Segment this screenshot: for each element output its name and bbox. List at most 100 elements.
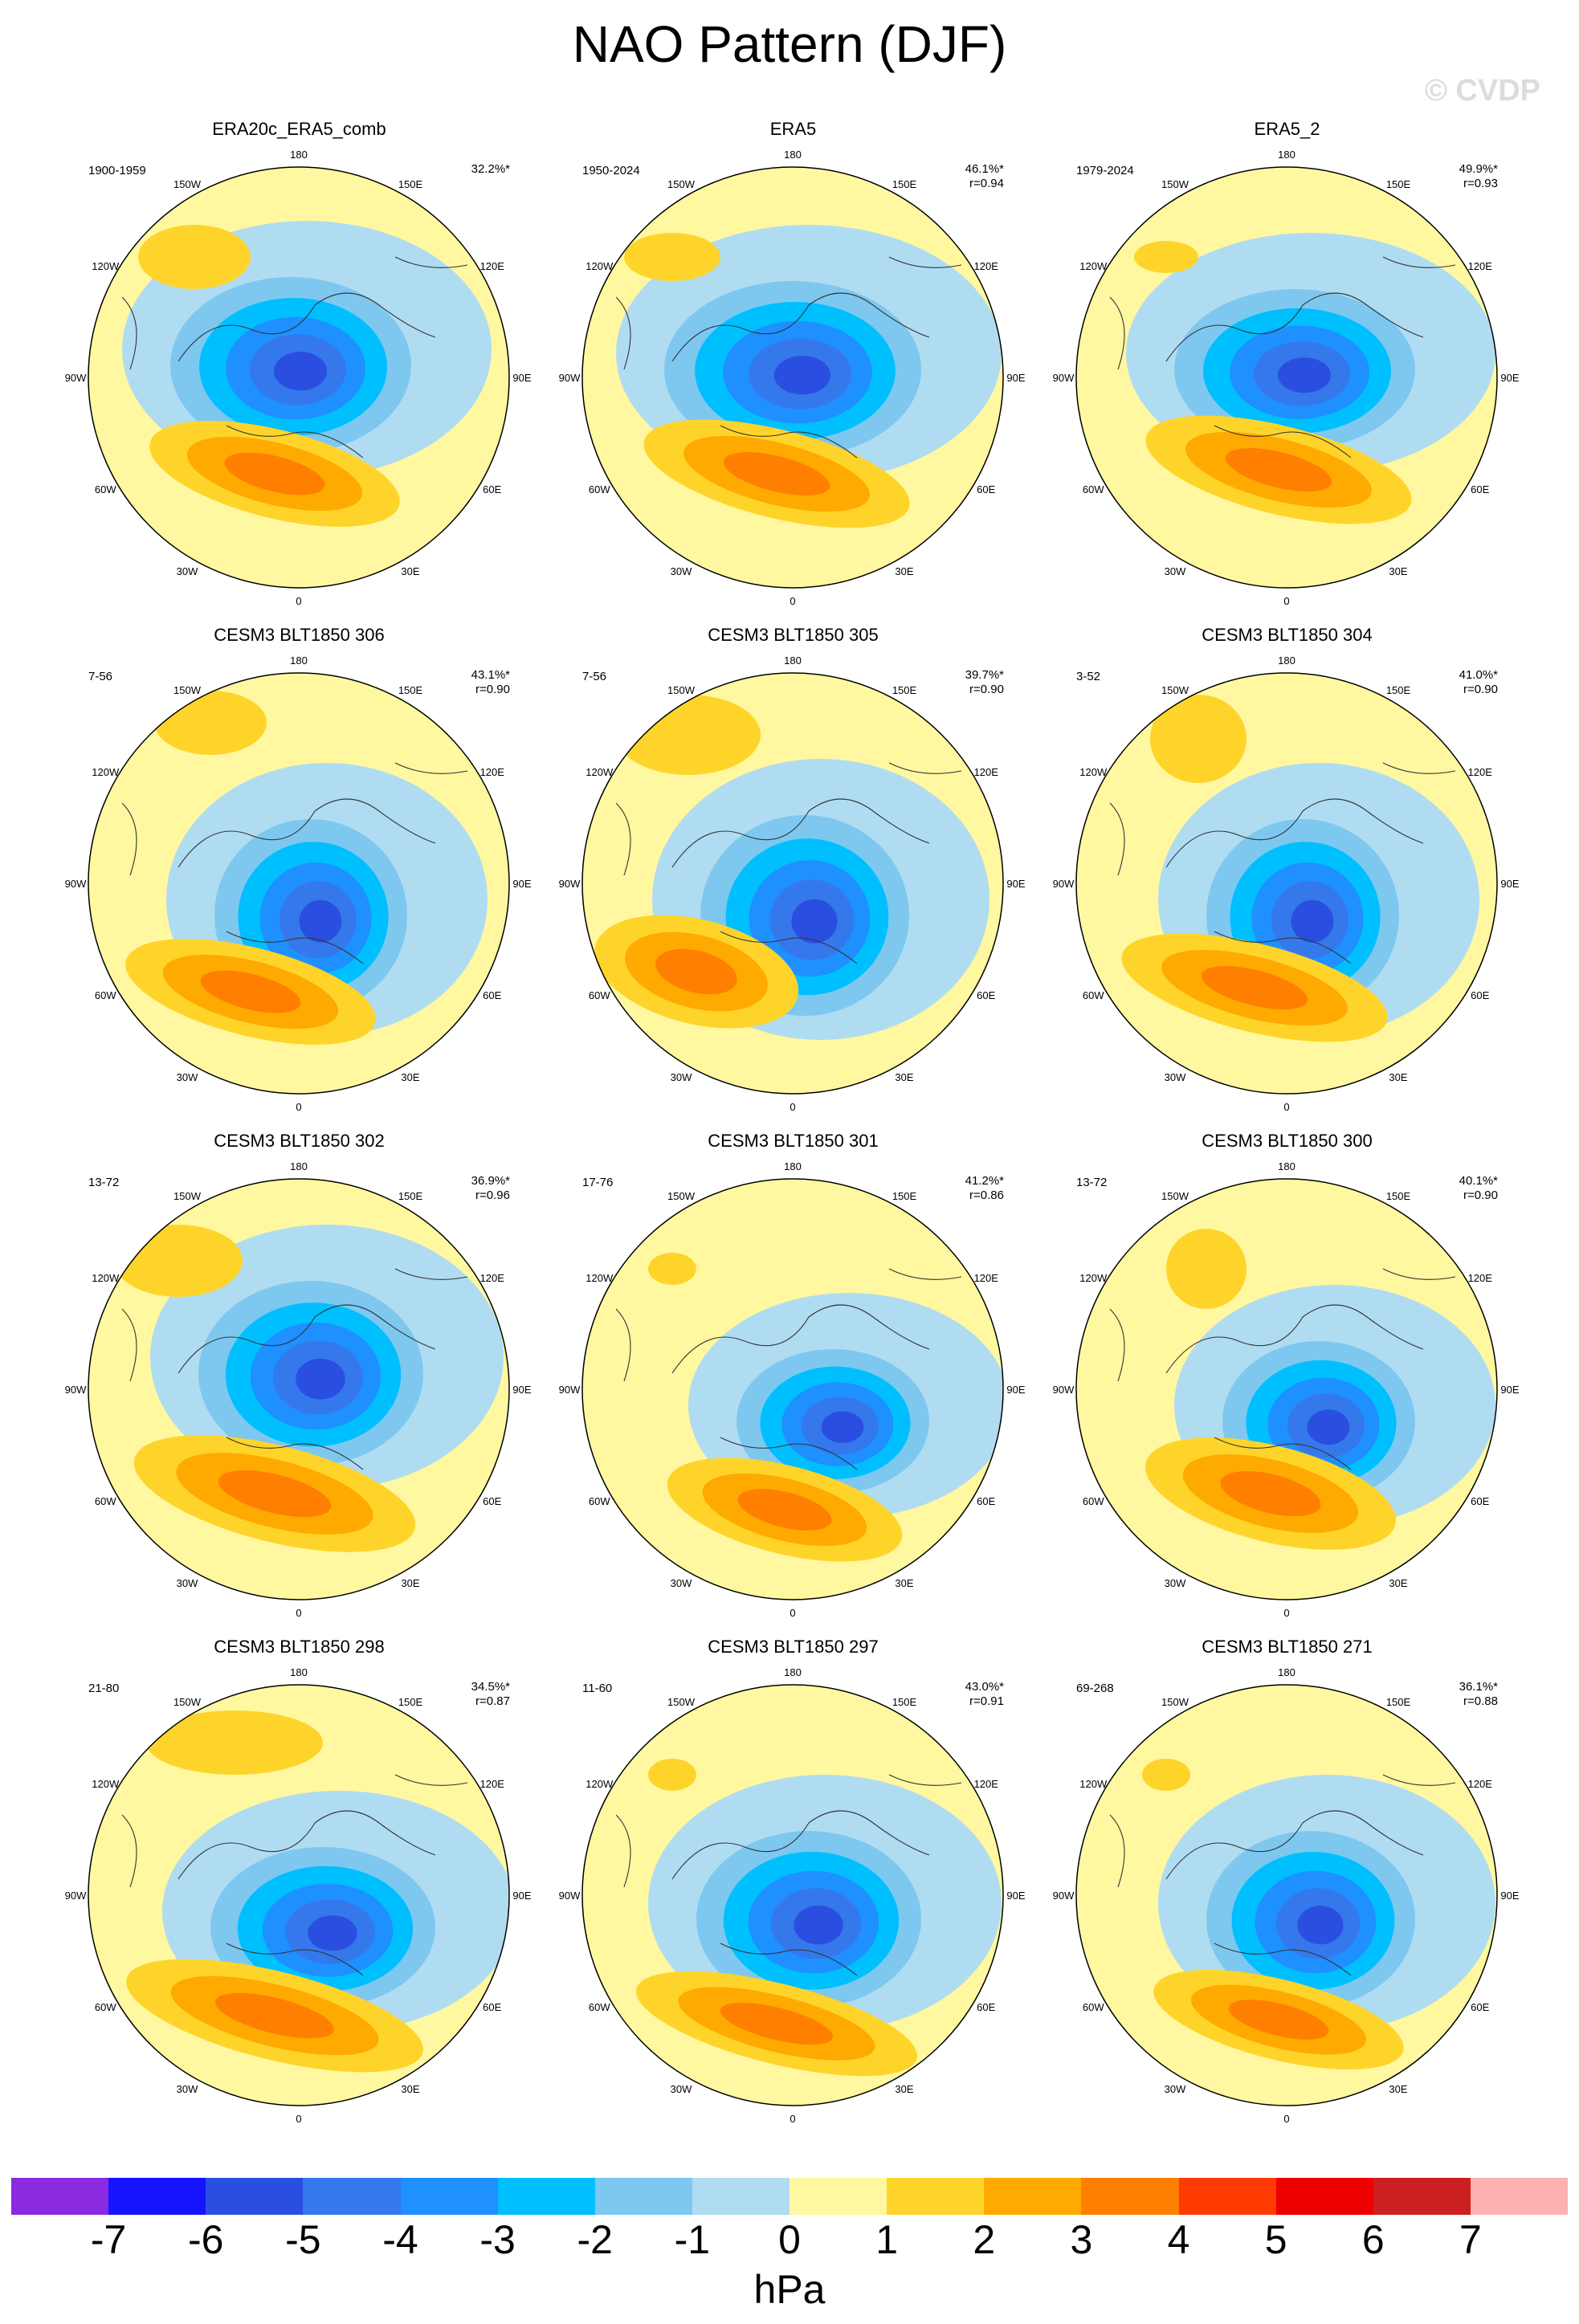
longitude-label: 90W xyxy=(65,1890,87,1902)
positive-contour xyxy=(1228,2000,1329,2040)
coastlines xyxy=(121,762,468,964)
polar-map: 180 150E 120E 90E 60E 30E 0 30W 60W 90W 120W 150W xyxy=(1053,1160,1520,1619)
map-boundary xyxy=(581,166,1004,589)
longitude-label: 180 xyxy=(1278,654,1295,667)
panel-title: CESM3 BLT1850 297 xyxy=(708,1637,879,1657)
positive-contour xyxy=(1225,448,1332,491)
anomaly-field xyxy=(582,673,1003,1094)
panel-variance: 36.9%* xyxy=(471,1174,510,1188)
pacific-positive-contour xyxy=(1150,695,1246,783)
colorbar-swatch xyxy=(1081,2178,1179,2215)
positive-contour xyxy=(1201,966,1308,1009)
longitude-label: 150E xyxy=(398,684,423,696)
longitude-label: 90E xyxy=(1500,878,1519,890)
longitude-label: 60E xyxy=(1471,483,1489,495)
positive-contour xyxy=(224,452,325,495)
anomaly-field xyxy=(88,673,509,1094)
longitude-label: 60W xyxy=(1083,989,1104,1001)
map-panel: 180 150E 120E 90E 60E 30E 0 30W 60W 90W 120W 150W ER… xyxy=(546,119,1040,617)
longitude-label: 150W xyxy=(1161,1190,1189,1202)
longitude-label: 120W xyxy=(1079,766,1108,778)
colorbar-tick-label: -7 xyxy=(90,2217,127,2262)
colorbar-tick-label: 7 xyxy=(1459,2217,1482,2262)
longitude-label: 90E xyxy=(1006,1384,1025,1396)
longitude-label: 120E xyxy=(974,766,999,778)
longitude-label: 90W xyxy=(559,372,581,384)
colorbar-tick-label: -1 xyxy=(674,2217,711,2262)
colorbar-tick-label: 3 xyxy=(1070,2217,1093,2262)
longitude-label: 90W xyxy=(559,1890,581,1902)
colorbar-swatch xyxy=(790,2178,887,2215)
map-boundary xyxy=(581,1684,1004,2106)
longitude-label: 90W xyxy=(65,372,87,384)
map-boundary xyxy=(88,166,510,589)
anomaly-field xyxy=(88,167,509,588)
longitude-label: 150E xyxy=(398,1696,423,1708)
colorbar-tick-label: 1 xyxy=(875,2217,899,2262)
polar-map: 180 150E 120E 90E 60E 30E 0 30W 60W 90W 120W 150W xyxy=(559,1160,1026,1619)
panel-period: 7-56 xyxy=(88,670,113,683)
longitude-label: 30E xyxy=(401,2083,419,2095)
coastlines xyxy=(121,256,468,459)
longitude-label: 60E xyxy=(483,989,501,1001)
longitude-label: 30W xyxy=(671,1577,692,1589)
panel-correlation: r=0.90 xyxy=(475,683,510,696)
colorbar-tick-label: 0 xyxy=(778,2217,801,2262)
pacific-positive-contour xyxy=(648,1759,696,1791)
pacific-positive-contour xyxy=(154,691,267,755)
longitude-label: 90W xyxy=(1053,1384,1075,1396)
pacific-positive-contour xyxy=(624,233,720,281)
anomaly-field xyxy=(582,1685,1003,2106)
map-boundary xyxy=(1075,1178,1498,1600)
colorbar-swatch xyxy=(497,2178,595,2215)
map-boundary xyxy=(1075,166,1498,589)
longitude-label: 60E xyxy=(977,989,995,1001)
longitude-label: 30W xyxy=(671,2083,692,2095)
coastlines xyxy=(1109,256,1456,459)
longitude-label: 30W xyxy=(1165,1071,1186,1083)
longitude-label: 180 xyxy=(784,1160,802,1172)
polar-map: 180 150E 120E 90E 60E 30E 0 30W 60W 90W 120W 150W xyxy=(1053,149,1520,607)
longitude-label: 0 xyxy=(790,1101,795,1113)
panel-variance: 32.2%* xyxy=(471,162,510,176)
negative-contour xyxy=(773,356,831,395)
negative-contour xyxy=(791,899,838,944)
longitude-label: 120W xyxy=(585,1272,614,1284)
colorbar-tick-label: -4 xyxy=(382,2217,418,2262)
coastlines xyxy=(121,1268,468,1470)
panel-correlation: r=0.86 xyxy=(969,1189,1004,1202)
positive-contour xyxy=(1220,1471,1321,1516)
panel-variance: 34.5%* xyxy=(471,1680,510,1694)
longitude-label: 180 xyxy=(290,1160,308,1172)
panel-variance: 39.7%* xyxy=(965,668,1004,682)
pacific-positive-contour xyxy=(1142,1759,1190,1791)
negative-contour xyxy=(299,899,342,943)
longitude-label: 90W xyxy=(1053,372,1075,384)
map-panel: 180 150E 120E 90E 60E 30E 0 30W 60W 90W 120W 150W CE… xyxy=(546,625,1040,1123)
longitude-label: 30E xyxy=(401,565,419,577)
longitude-label: 120E xyxy=(974,260,999,272)
map-boundary xyxy=(88,1178,510,1600)
longitude-label: 60W xyxy=(589,989,610,1001)
longitude-label: 150E xyxy=(1386,684,1411,696)
longitude-label: 0 xyxy=(296,2113,301,2125)
pacific-positive-contour xyxy=(146,1710,323,1775)
coastlines xyxy=(1109,762,1456,964)
longitude-label: 150W xyxy=(173,684,202,696)
longitude-label: 60E xyxy=(483,2001,501,2013)
panel-title: ERA5_2 xyxy=(1254,119,1320,139)
longitude-label: 150E xyxy=(1386,178,1411,190)
coastlines xyxy=(1109,1268,1456,1470)
panel-period: 69-268 xyxy=(1076,1682,1114,1695)
panel-correlation: r=0.90 xyxy=(1463,683,1498,696)
colorbar-swatch xyxy=(108,2178,206,2215)
panel-title: CESM3 BLT1850 306 xyxy=(214,625,385,645)
panel-title: CESM3 BLT1850 302 xyxy=(214,1131,385,1151)
longitude-label: 120W xyxy=(1079,260,1108,272)
polar-map: 180 150E 120E 90E 60E 30E 0 30W 60W 90W 120W 150W xyxy=(65,1160,532,1619)
positive-contour xyxy=(737,1489,832,1531)
polar-map: 180 150E 120E 90E 60E 30E 0 30W 60W 90W 120W 150W xyxy=(1053,1666,1520,2125)
anomaly-field xyxy=(1076,167,1497,588)
longitude-label: 30W xyxy=(1165,2083,1186,2095)
longitude-label: 150W xyxy=(173,178,202,190)
